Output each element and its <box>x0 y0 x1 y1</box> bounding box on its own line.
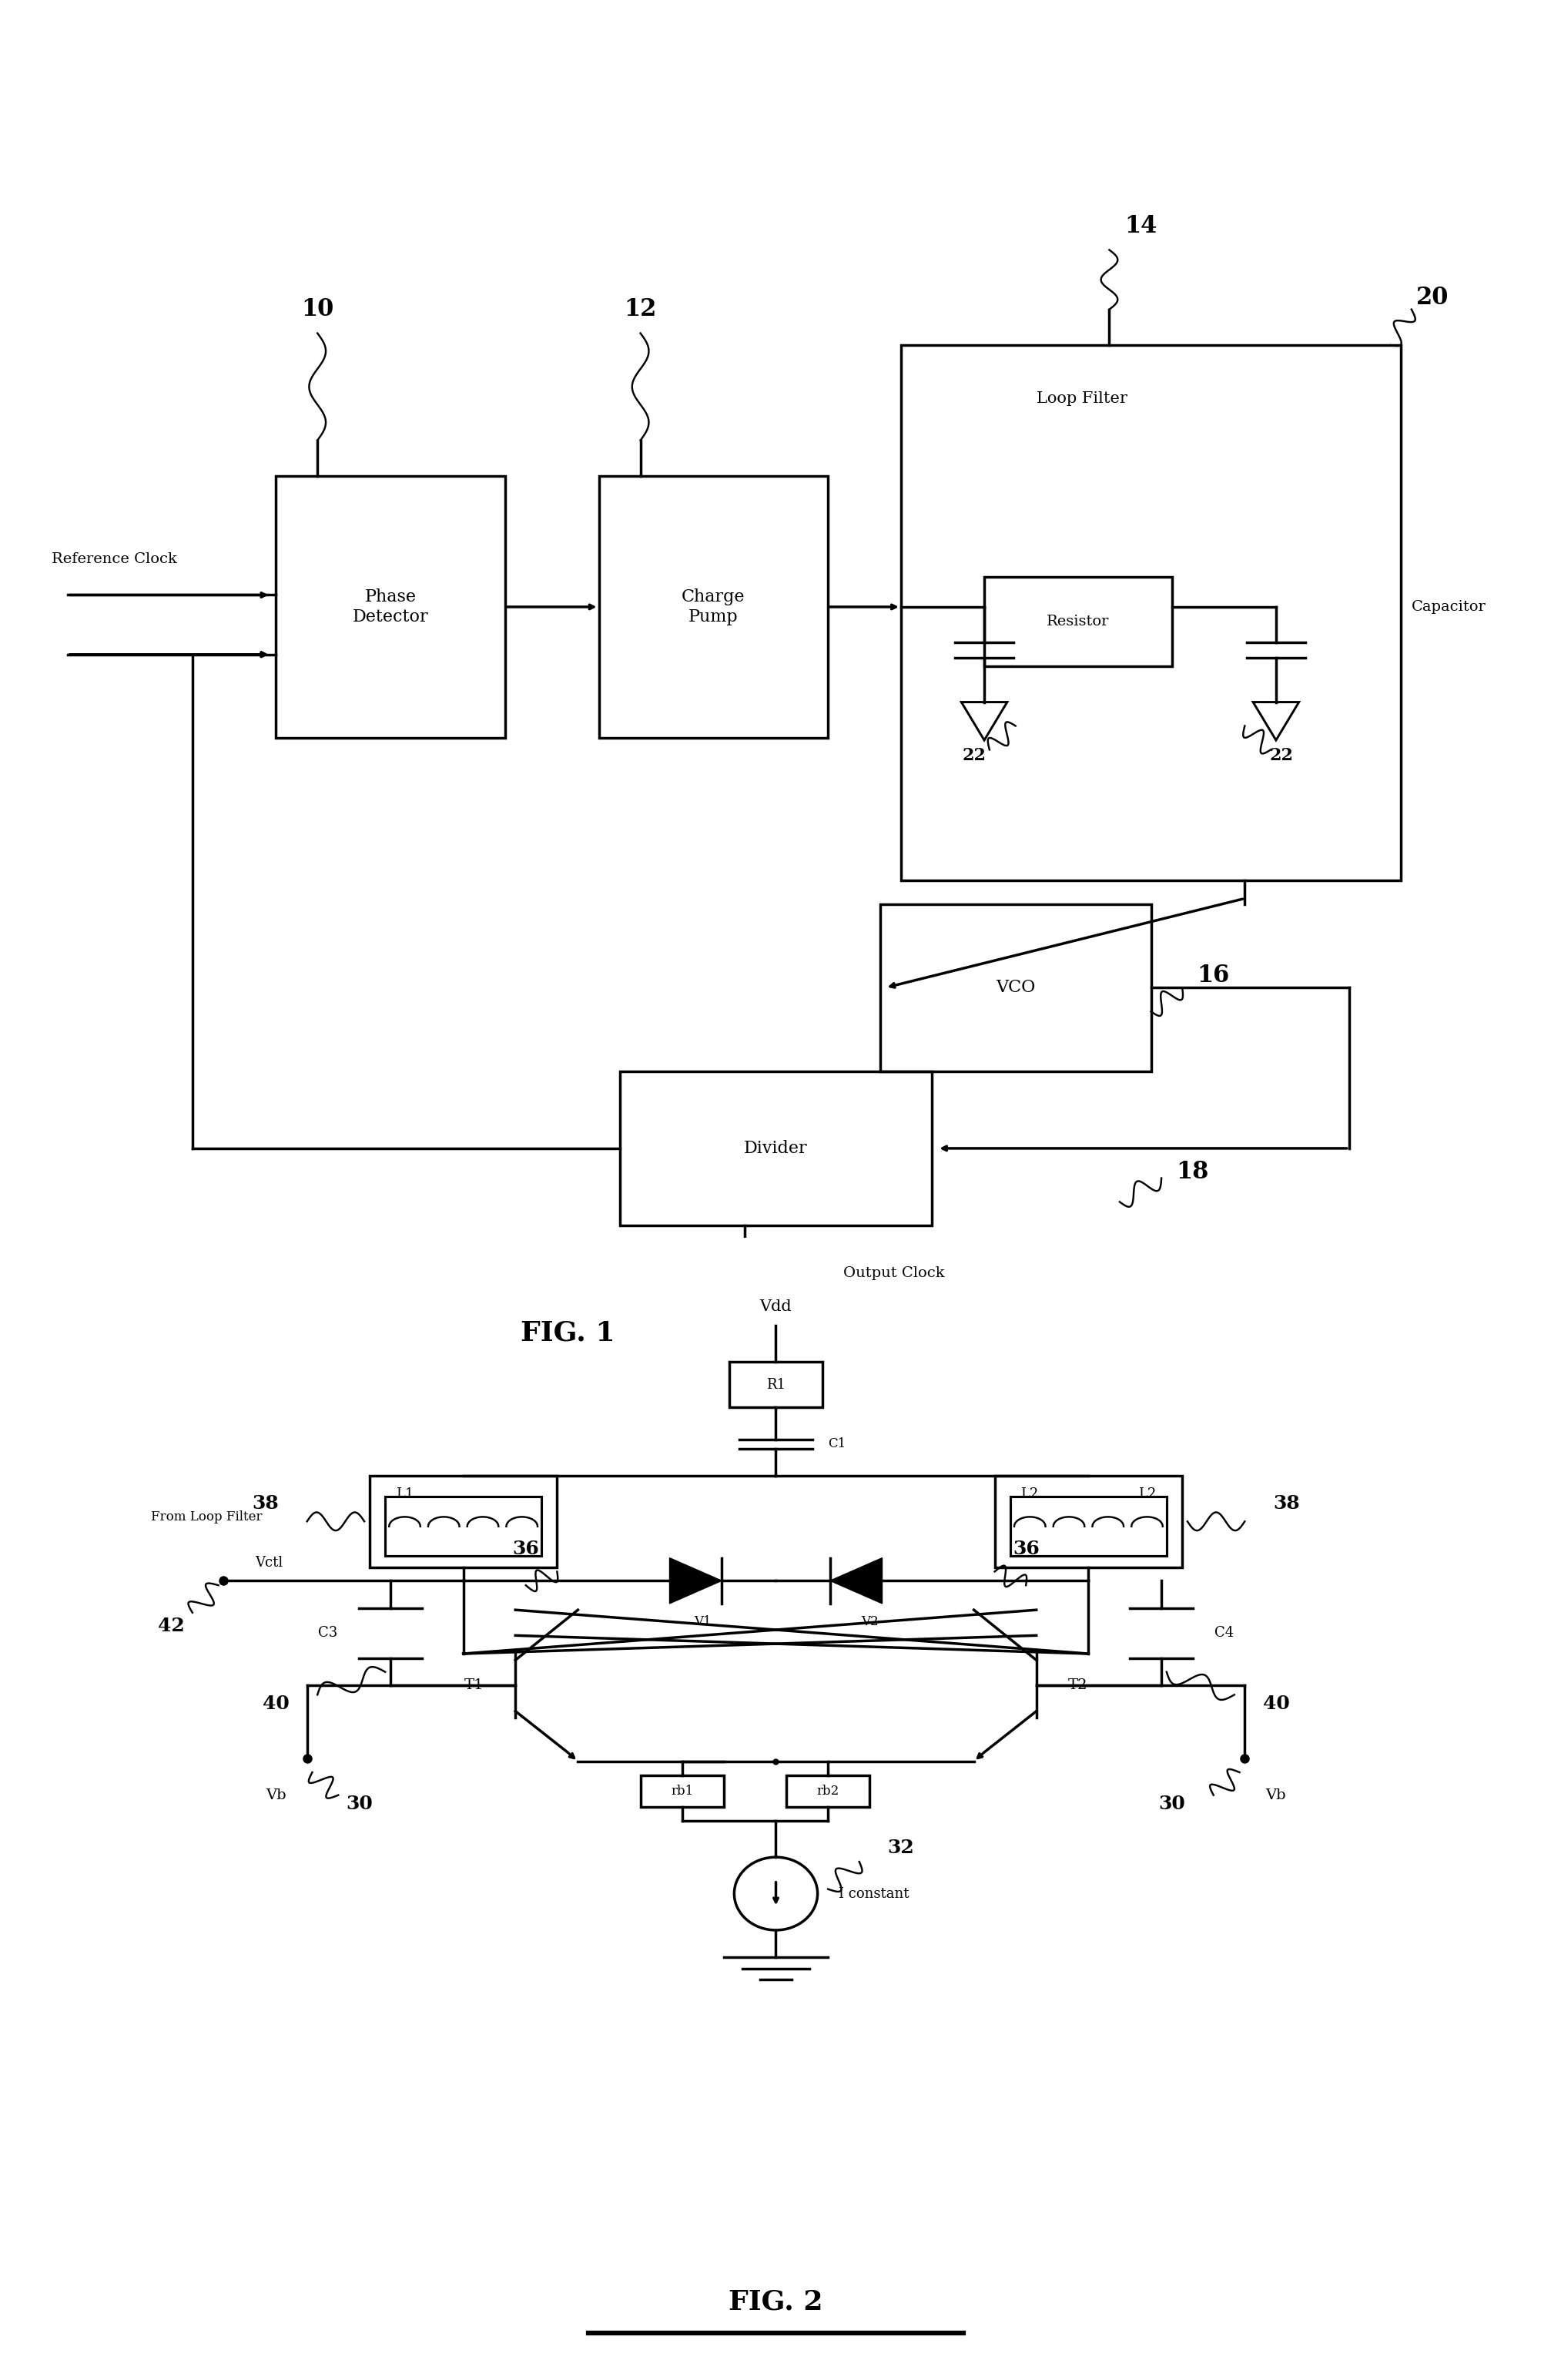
Text: Divider: Divider <box>743 1140 808 1157</box>
Polygon shape <box>830 1559 881 1604</box>
Text: 42: 42 <box>158 1616 185 1635</box>
Bar <box>729 1361 822 1407</box>
Polygon shape <box>670 1559 721 1604</box>
Text: From Loop Filter: From Loop Filter <box>150 1511 262 1523</box>
Text: 32: 32 <box>887 1840 914 1856</box>
Bar <box>983 576 1171 666</box>
Text: 40: 40 <box>262 1695 288 1714</box>
Text: rb2: rb2 <box>816 1785 839 1797</box>
Bar <box>786 1775 869 1806</box>
Text: FIG. 2: FIG. 2 <box>729 2287 822 2316</box>
Text: Resistor: Resistor <box>1047 614 1109 628</box>
Bar <box>619 1071 932 1226</box>
Bar <box>369 1476 557 1566</box>
Text: Loop Filter: Loop Filter <box>1036 390 1126 407</box>
Text: T1: T1 <box>464 1678 484 1692</box>
Text: C3: C3 <box>318 1626 338 1640</box>
Text: Capacitor: Capacitor <box>1411 600 1486 614</box>
Text: Vctl: Vctl <box>254 1557 282 1568</box>
Bar <box>879 904 1151 1071</box>
Text: rb1: rb1 <box>670 1785 693 1797</box>
Text: 36: 36 <box>1013 1540 1039 1559</box>
Text: 14: 14 <box>1123 214 1157 238</box>
Bar <box>901 345 1401 881</box>
Text: 36: 36 <box>512 1540 538 1559</box>
Text: R1: R1 <box>766 1378 785 1392</box>
Text: 30: 30 <box>1159 1795 1185 1814</box>
Text: Charge
Pump: Charge Pump <box>681 588 744 626</box>
Text: 22: 22 <box>962 747 985 764</box>
Text: Phase
Detector: Phase Detector <box>352 588 428 626</box>
Text: V1: V1 <box>693 1616 712 1628</box>
Text: 38: 38 <box>1272 1495 1300 1511</box>
Text: Vdd: Vdd <box>760 1299 791 1314</box>
Text: Vb: Vb <box>1266 1787 1286 1802</box>
Text: I constant: I constant <box>838 1887 909 1902</box>
Text: T2: T2 <box>1067 1678 1087 1692</box>
Text: L2: L2 <box>1138 1488 1155 1502</box>
Text: Output Clock: Output Clock <box>844 1266 945 1280</box>
Text: 12: 12 <box>624 298 656 321</box>
Text: 20: 20 <box>1415 286 1449 309</box>
Bar <box>385 1497 541 1557</box>
Bar <box>276 476 504 738</box>
Bar <box>599 476 828 738</box>
Text: C4: C4 <box>1213 1626 1233 1640</box>
Bar <box>1010 1497 1166 1557</box>
Text: Reference Clock: Reference Clock <box>51 552 177 566</box>
Text: 22: 22 <box>1269 747 1292 764</box>
Text: Vb: Vb <box>265 1787 285 1802</box>
Text: 10: 10 <box>301 298 333 321</box>
Text: V2: V2 <box>861 1616 878 1628</box>
Text: 18: 18 <box>1176 1159 1208 1185</box>
Text: FIG. 1: FIG. 1 <box>520 1319 614 1347</box>
Text: 40: 40 <box>1263 1695 1289 1714</box>
Text: L1: L1 <box>396 1488 414 1502</box>
Text: 30: 30 <box>346 1795 372 1814</box>
Bar <box>994 1476 1182 1566</box>
Text: C1: C1 <box>828 1438 845 1449</box>
Text: L2: L2 <box>1021 1488 1038 1502</box>
Bar <box>641 1775 723 1806</box>
Text: 16: 16 <box>1197 964 1228 988</box>
Text: 38: 38 <box>251 1495 279 1511</box>
Text: VCO: VCO <box>996 978 1035 997</box>
